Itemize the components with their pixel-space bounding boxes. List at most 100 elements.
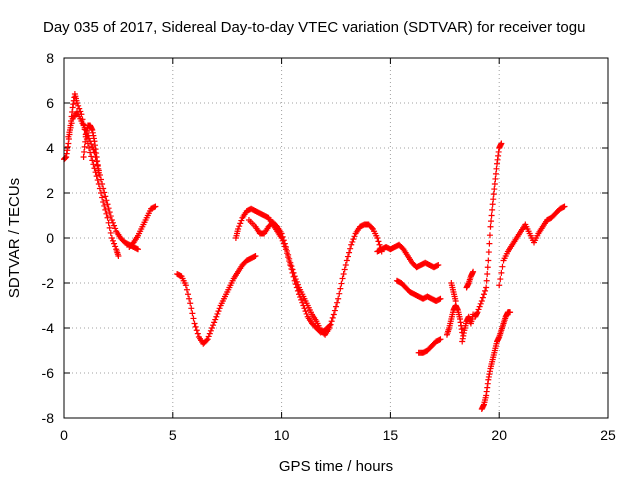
data-point (289, 266, 296, 273)
data-point (488, 212, 495, 219)
y-tick-label: 0 (46, 230, 54, 246)
satellite-track-7 (245, 217, 385, 338)
data-point (507, 309, 514, 316)
y-tick-label: -2 (42, 275, 55, 291)
data-points (61, 91, 568, 412)
data-point (281, 240, 288, 247)
y-tick-label: -4 (42, 320, 55, 336)
data-point (437, 336, 444, 343)
data-point (278, 230, 285, 237)
data-point (338, 280, 345, 287)
data-point (190, 315, 197, 322)
y-axis-label: SDTVAR / TECUs (6, 178, 23, 298)
data-point (211, 319, 218, 326)
y-tick-label: 8 (46, 50, 54, 66)
satellite-track-2 (65, 109, 141, 253)
data-point (488, 218, 495, 225)
data-point (68, 120, 75, 127)
data-point (347, 245, 354, 252)
data-point (210, 322, 217, 329)
data-point (476, 303, 483, 310)
satellite-track-14 (463, 268, 477, 291)
data-point (205, 333, 212, 340)
data-point (237, 220, 244, 227)
data-point (111, 222, 118, 229)
data-point (112, 243, 119, 250)
data-point (81, 143, 88, 150)
data-point (368, 224, 375, 231)
y-tick-label: -6 (42, 365, 55, 381)
data-point (328, 318, 335, 325)
data-point (186, 295, 193, 302)
data-point (111, 240, 118, 247)
y-tick-label: 4 (46, 140, 54, 156)
data-point (477, 300, 484, 307)
data-point (351, 233, 358, 240)
data-point (490, 196, 497, 203)
data-point (103, 197, 110, 204)
data-point (327, 321, 334, 328)
data-point (343, 257, 350, 264)
data-point (106, 224, 113, 231)
x-tick-label: 0 (60, 427, 68, 443)
data-point (346, 249, 353, 256)
data-point (497, 276, 504, 283)
data-point (303, 310, 310, 317)
y-tick-label: 6 (46, 95, 54, 111)
data-point (192, 323, 199, 330)
data-point (93, 173, 100, 180)
data-point (215, 308, 222, 315)
data-point (99, 181, 106, 187)
data-point (108, 217, 115, 223)
data-point (452, 298, 459, 304)
tick-labels: 0 5 10 15 20 25 -8 -6 -4 -2 0 2 4 6 8 (42, 50, 616, 443)
data-point (294, 281, 301, 288)
data-point (214, 310, 221, 317)
x-axis-label: GPS time / hours (279, 458, 393, 475)
data-point (185, 291, 192, 298)
data-point (134, 246, 141, 253)
data-point (188, 305, 195, 312)
data-point (344, 253, 351, 260)
grid-lines (64, 58, 608, 418)
data-point (287, 259, 294, 266)
satellite-track-4 (126, 203, 159, 250)
x-tick-label: 5 (169, 427, 177, 443)
data-point (100, 185, 107, 192)
data-point (498, 140, 505, 147)
data-point (194, 330, 201, 337)
data-point (486, 240, 493, 247)
data-point (183, 286, 190, 293)
data-point (298, 296, 305, 303)
data-point (74, 100, 81, 106)
data-point (106, 209, 113, 216)
data-point (479, 294, 486, 301)
data-point (102, 193, 109, 200)
data-point (491, 186, 498, 193)
x-tick-label: 15 (383, 427, 399, 443)
data-point (235, 226, 242, 232)
data-point (435, 262, 442, 268)
data-point (437, 295, 444, 302)
data-point (480, 291, 487, 298)
data-point (67, 124, 74, 131)
data-point (204, 336, 211, 343)
data-point (104, 214, 111, 221)
data-point (193, 327, 200, 334)
data-point (95, 169, 102, 176)
data-point (293, 278, 300, 285)
data-point (330, 311, 337, 318)
x-tick-label: 10 (274, 427, 290, 443)
data-point (348, 241, 355, 248)
data-point (282, 244, 289, 250)
data-point (337, 285, 344, 292)
data-point (492, 175, 499, 182)
satellite-track-15 (472, 140, 505, 320)
data-point (490, 191, 497, 198)
data-point (216, 305, 223, 312)
data-point (484, 264, 491, 271)
data-point (291, 273, 298, 280)
data-point (88, 141, 95, 148)
